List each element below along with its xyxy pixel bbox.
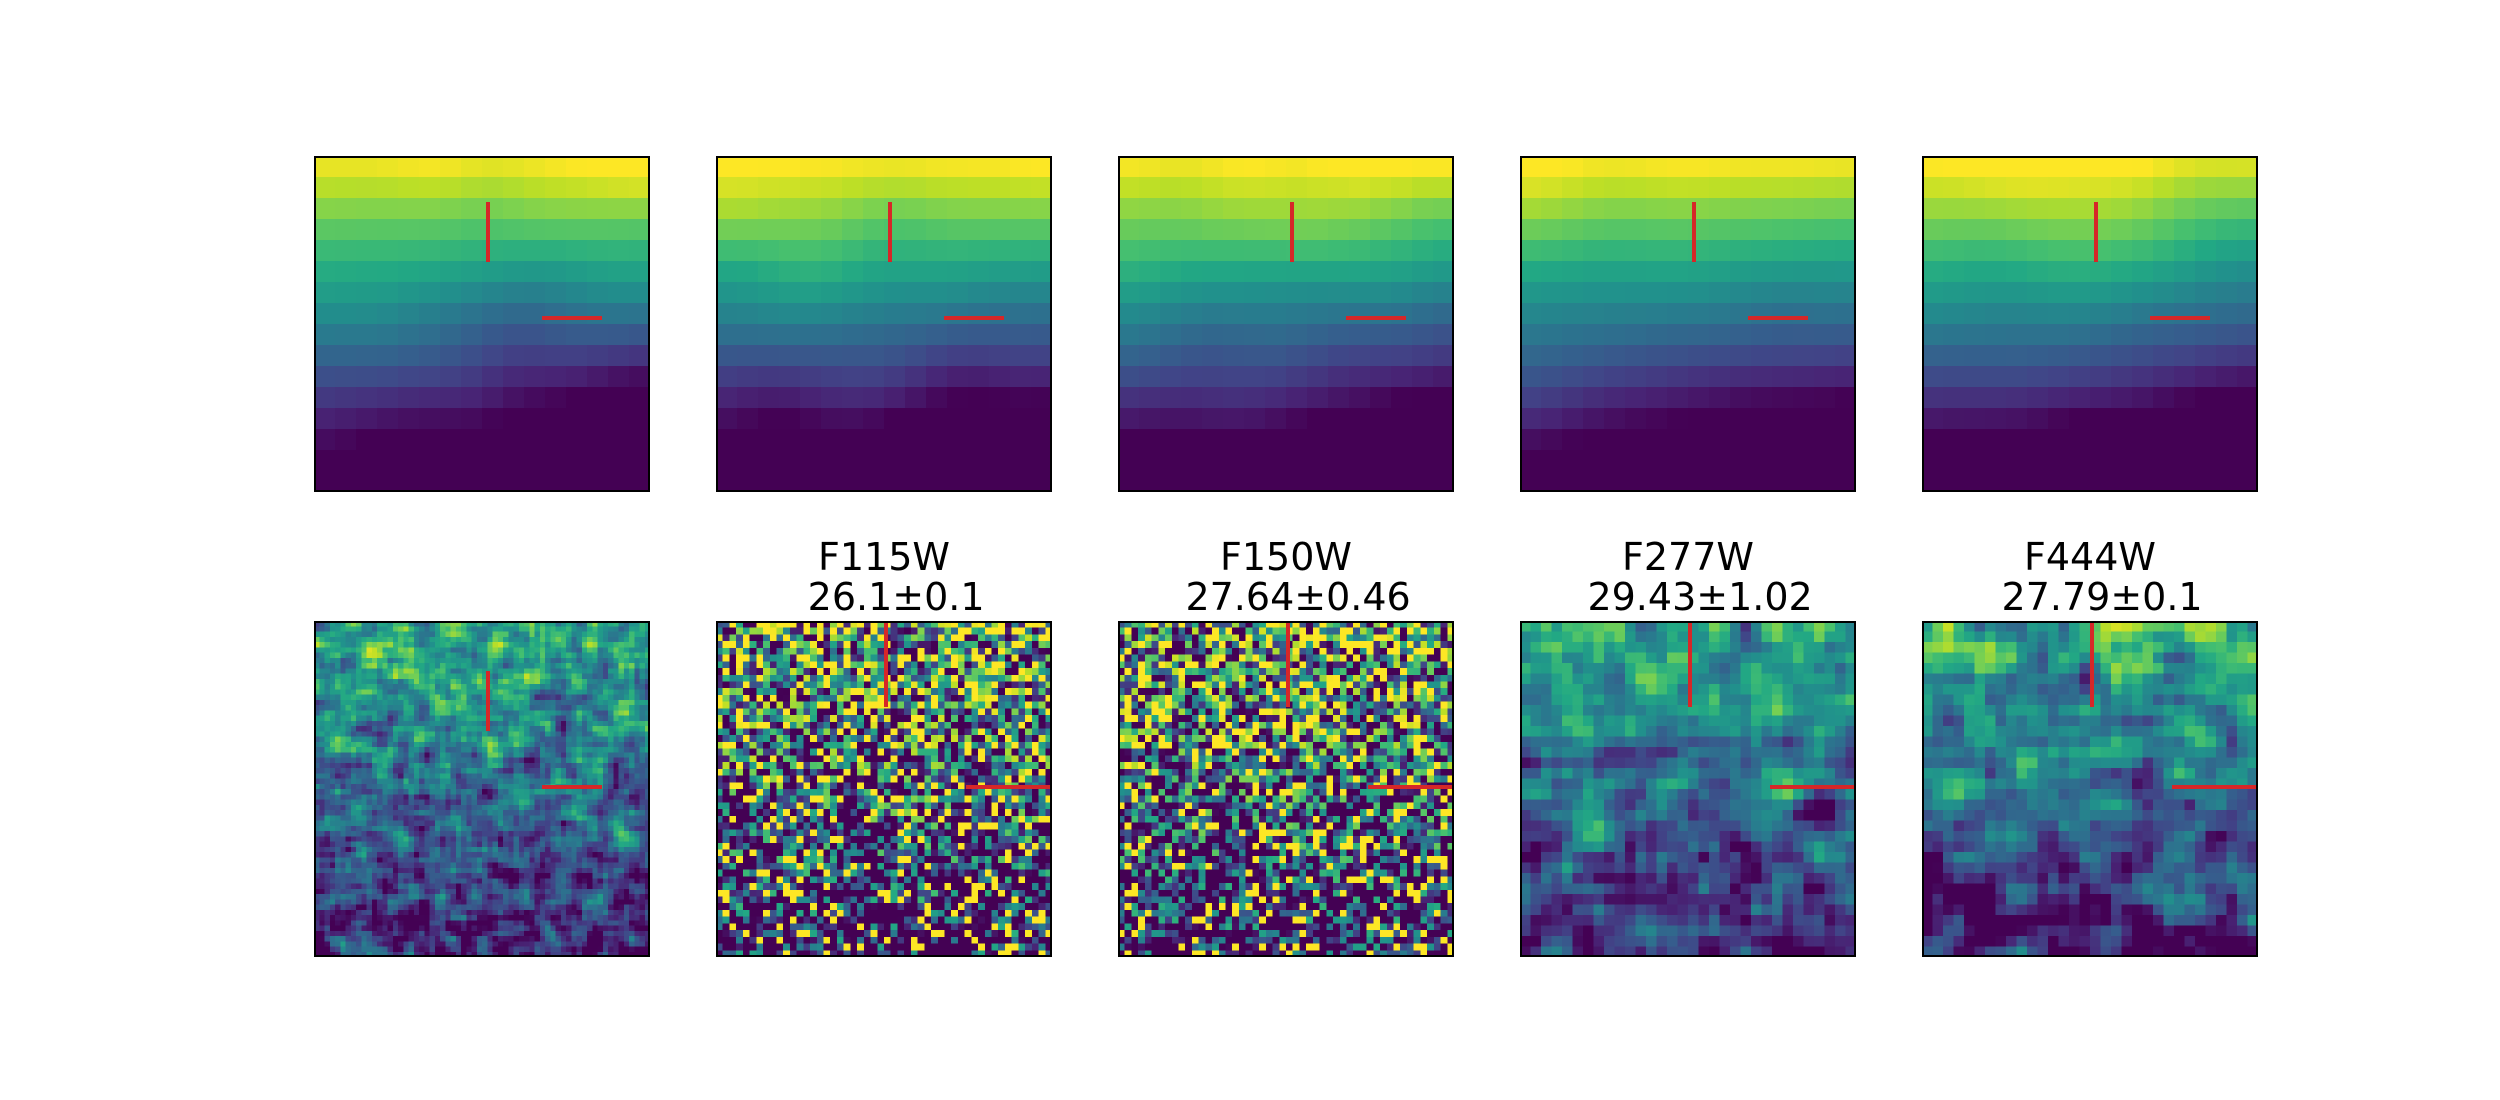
- pixel-grid: [1520, 621, 1856, 957]
- pixel-grid: [1922, 156, 2258, 492]
- panel-bottom-1: [314, 621, 650, 957]
- panel-bottom-f277w: [1520, 621, 1856, 957]
- panel-top-2: [716, 156, 1052, 492]
- panel-top-4: [1520, 156, 1856, 492]
- magnitude-label: 27.79±0.1: [2001, 575, 2203, 619]
- panel-frame: [716, 621, 1052, 957]
- magnitude-label: 26.1±0.1: [807, 575, 985, 619]
- panel-frame: [1922, 156, 2258, 492]
- panel-top-1: [314, 156, 650, 492]
- pixel-grid: [716, 621, 1052, 957]
- pixel-grid: [1118, 156, 1454, 492]
- magnitude-label: 27.64±0.46: [1185, 575, 1411, 619]
- magnitude-label: 29.43±1.02: [1587, 575, 1813, 619]
- filter-label: F444W: [2024, 535, 2156, 579]
- panel-frame: [716, 156, 1052, 492]
- panel-bottom-f115w: [716, 621, 1052, 957]
- panel-title-f277w: F277W 29.43±1.02: [1478, 537, 1898, 617]
- filter-label: F150W: [1220, 535, 1352, 579]
- panel-frame: [1520, 621, 1856, 957]
- filter-label: F277W: [1622, 535, 1754, 579]
- pixel-grid: [314, 156, 650, 492]
- pixel-grid: [1922, 621, 2258, 957]
- pixel-grid: [1118, 621, 1454, 957]
- filter-label: F115W: [818, 535, 950, 579]
- panel-top-3: [1118, 156, 1454, 492]
- pixel-grid: [1520, 156, 1856, 492]
- panel-frame: [1520, 156, 1856, 492]
- panel-frame: [314, 621, 650, 957]
- panel-bottom-f150w: [1118, 621, 1454, 957]
- panel-frame: [1118, 156, 1454, 492]
- panel-frame: [314, 156, 650, 492]
- panel-frame: [1922, 621, 2258, 957]
- pixel-grid: [716, 156, 1052, 492]
- panel-bottom-f444w: [1922, 621, 2258, 957]
- panel-title-f444w: F444W 27.79±0.1: [1880, 537, 2300, 617]
- panel-frame: [1118, 621, 1454, 957]
- panel-title-f115w: F115W 26.1±0.1: [674, 537, 1094, 617]
- panel-top-5: [1922, 156, 2258, 492]
- panel-title-f150w: F150W 27.64±0.46: [1076, 537, 1496, 617]
- pixel-grid: [314, 621, 650, 957]
